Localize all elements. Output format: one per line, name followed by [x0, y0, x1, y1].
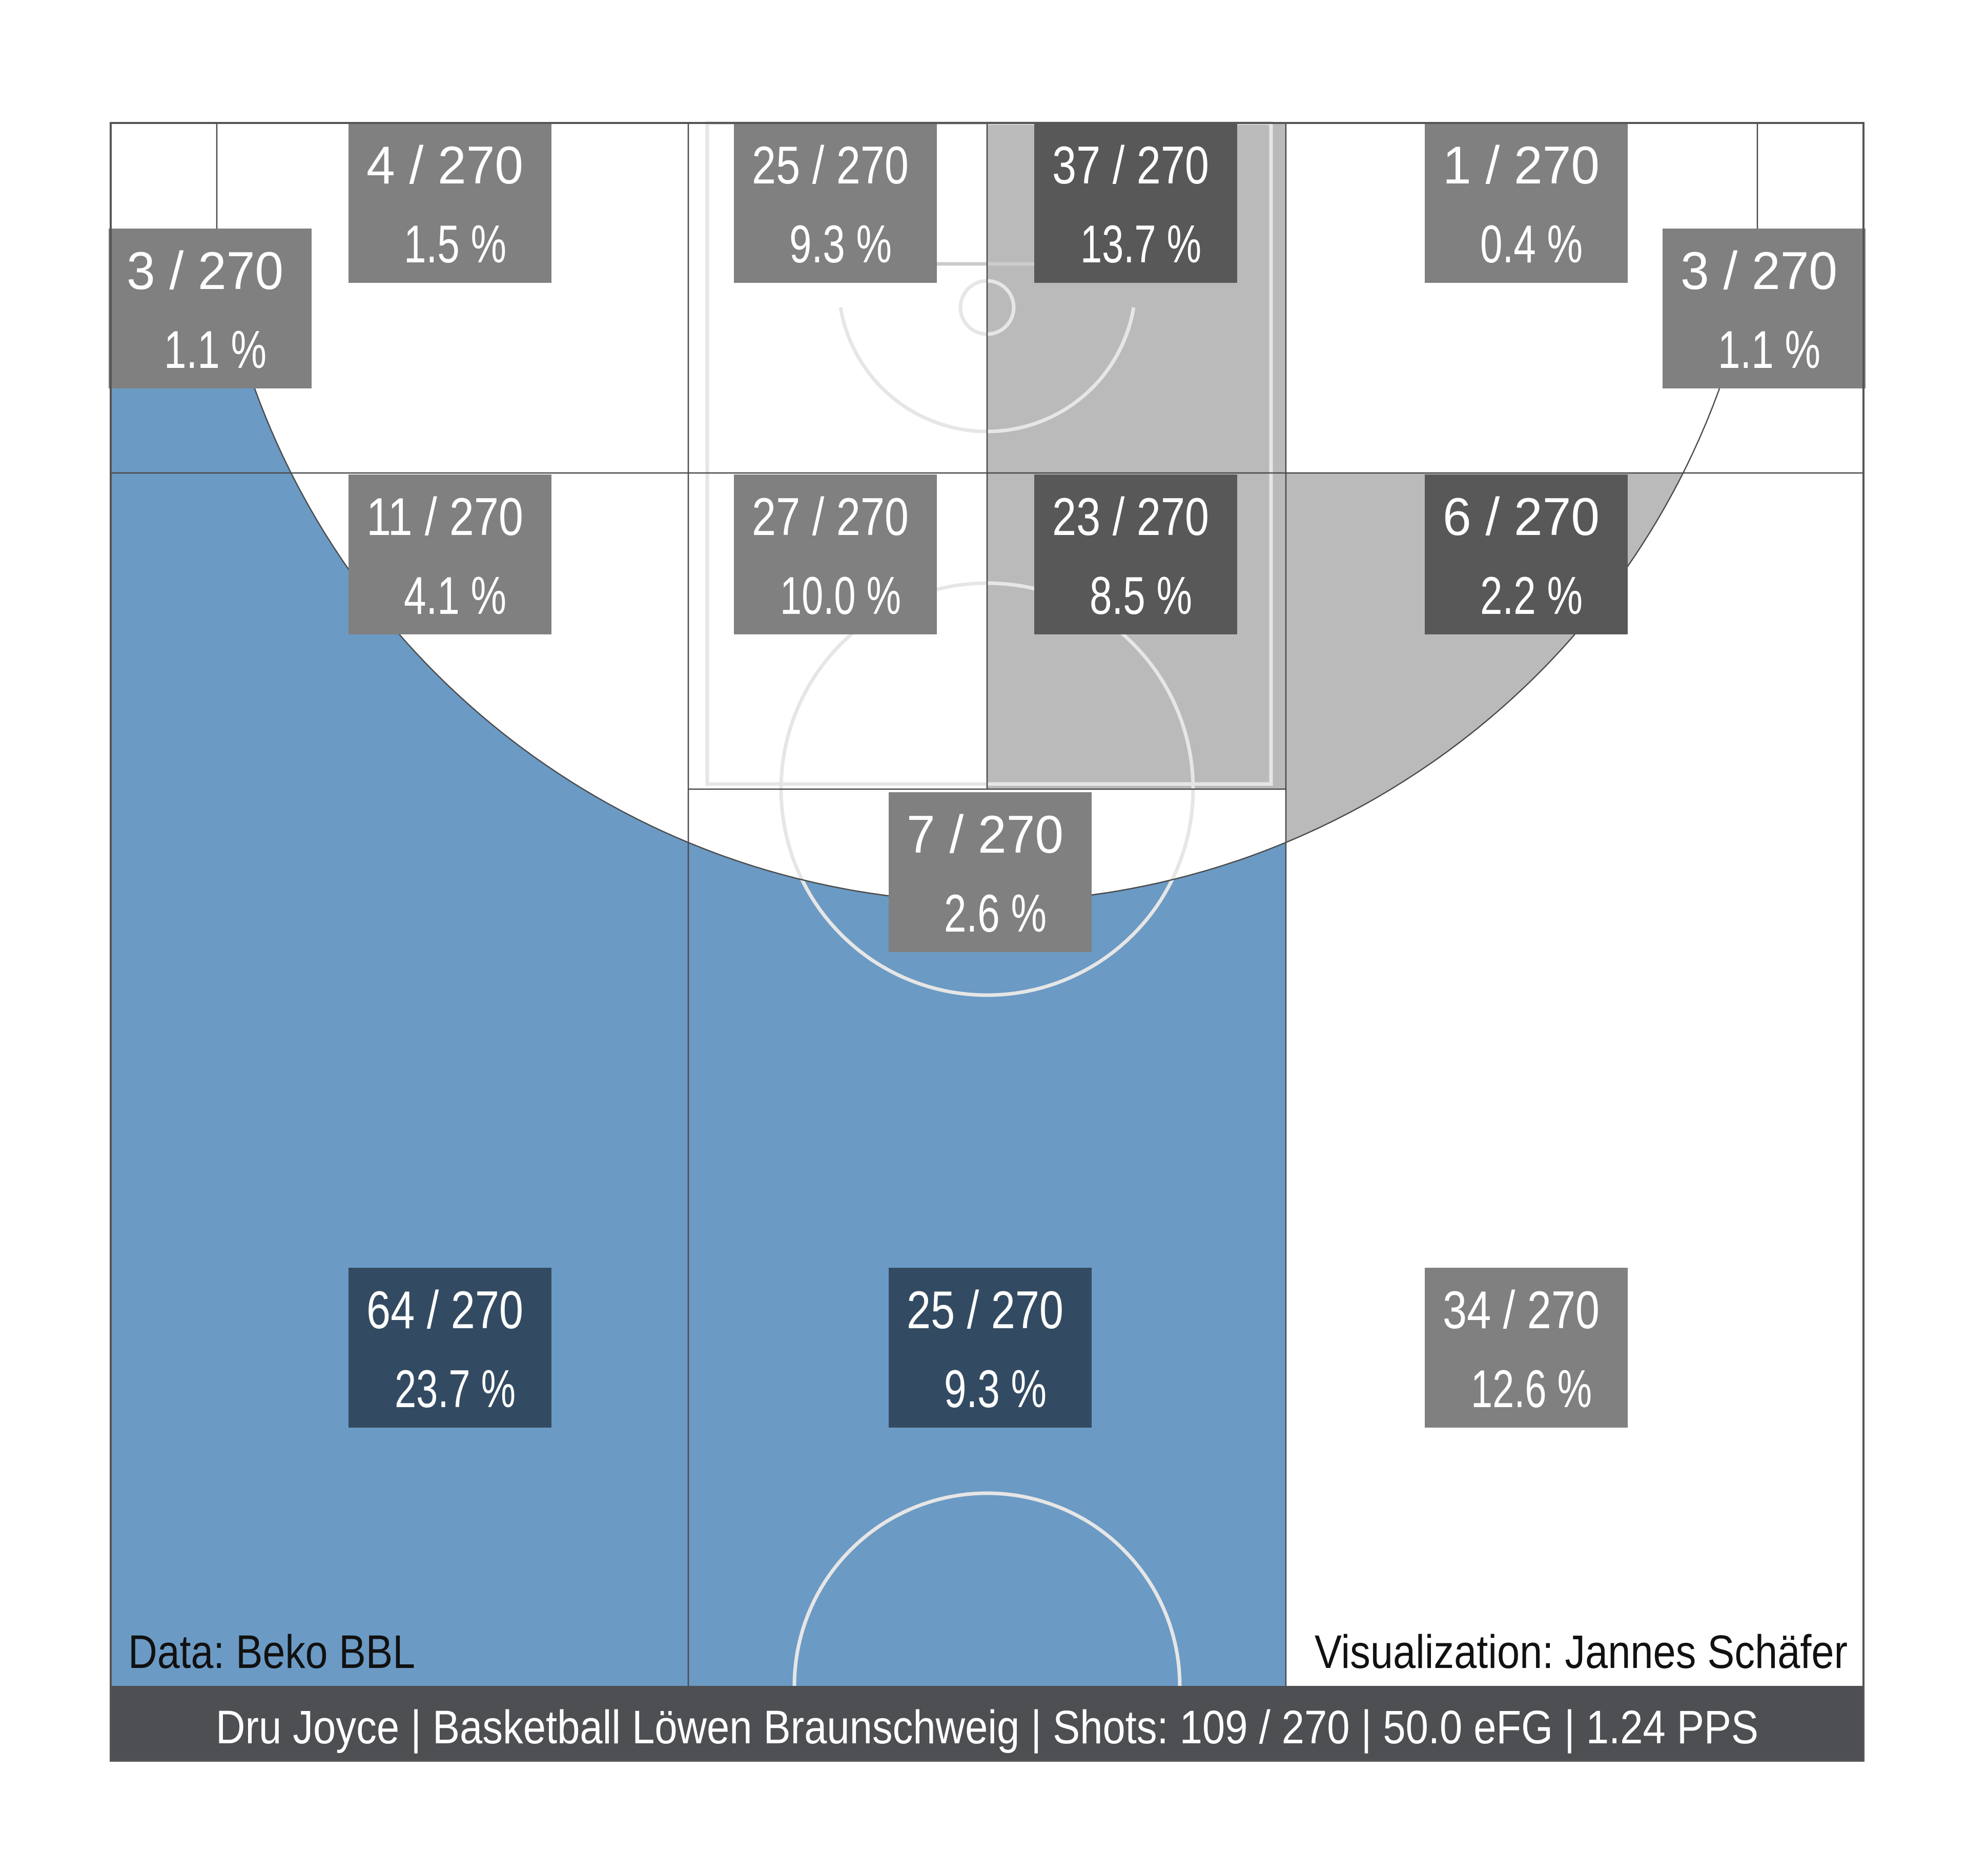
- label-box-paint-left-baseline: [734, 123, 937, 283]
- zone-left-corner-3: [111, 123, 217, 239]
- center-circle: [792, 1491, 1182, 1686]
- share-paint-right-baseline: 13.7 %: [1080, 215, 1201, 274]
- attempts-paint-left-upper: 27 / 270: [752, 487, 909, 547]
- share-paint-right-upper: 8.5 %: [1090, 566, 1192, 626]
- label-box-top-3: [889, 1268, 1092, 1428]
- label-box-paint-right-upper: [1034, 475, 1237, 634]
- label-box-right-wing-3: [1425, 1268, 1628, 1428]
- attempts-left-corner-3: 3 / 270: [127, 241, 283, 301]
- attempts-left-wing-3: 64 / 270: [366, 1281, 523, 1340]
- label-box-top-key-midrange: [889, 792, 1092, 952]
- share-left-wing-3: 23.7 %: [395, 1359, 516, 1419]
- share-paint-left-baseline: 9.3 %: [789, 215, 892, 274]
- share-right-lower-midrange: 2.2 %: [1480, 566, 1583, 626]
- label-box-paint-left-upper: [734, 475, 937, 634]
- data-credit: Data: Beko BBL: [128, 1626, 415, 1678]
- share-left-corner-3: 1.1 %: [164, 320, 267, 380]
- label-box-right-upper-midrange: [1425, 123, 1628, 283]
- zone-right-upper-midrange: [1286, 123, 1757, 473]
- share-right-upper-midrange: 0.4 %: [1480, 215, 1583, 274]
- share-top-key-midrange: 2.6 %: [944, 884, 1047, 943]
- label-box-paint-right-baseline: [1034, 123, 1237, 283]
- chart-frame: [110, 122, 1864, 1762]
- share-top-3: 9.3 %: [944, 1359, 1047, 1419]
- attempts-top-key-midrange: 7 / 270: [907, 805, 1063, 864]
- share-left-lower-midrange: 4.1 %: [404, 566, 506, 626]
- footer-bar: [111, 1686, 1863, 1761]
- attempts-right-wing-3: 34 / 270: [1443, 1281, 1600, 1340]
- attempts-paint-left-baseline: 25 / 270: [752, 136, 909, 195]
- share-right-corner-3: 1.1 %: [1718, 320, 1820, 380]
- share-paint-left-upper: 10.0 %: [780, 566, 901, 626]
- attempts-right-corner-3: 3 / 270: [1681, 241, 1837, 301]
- attempts-right-lower-midrange: 6 / 270: [1443, 487, 1600, 547]
- zone-right-corner-3: [1757, 123, 1863, 239]
- label-box-left-lower-midrange: [349, 475, 551, 634]
- label-box-left-corner-3: [109, 229, 312, 388]
- share-left-upper-midrange: 1.5 %: [404, 215, 506, 274]
- label-box-left-wing-3: [349, 1268, 551, 1428]
- attempts-right-upper-midrange: 1 / 270: [1443, 136, 1600, 195]
- player-summary: Dru Joyce | Basketball Löwen Braunschwei…: [216, 1701, 1758, 1754]
- visualization-credit: Visualization: Jannes Schäfer: [1315, 1626, 1848, 1678]
- attempts-paint-right-upper: 23 / 270: [1052, 487, 1209, 547]
- attempts-left-lower-midrange: 11 / 270: [366, 487, 523, 547]
- share-right-wing-3: 12.6 %: [1471, 1359, 1592, 1419]
- zone-left-upper-midrange: [217, 123, 688, 473]
- attempts-top-3: 25 / 270: [907, 1281, 1063, 1340]
- zone-labels: 3 / 270 1.1 % 4 / 270 1.5 % 25 / 270 9.3 % 37 …: [109, 123, 1866, 1428]
- label-box-right-corner-3: [1663, 229, 1866, 388]
- label-box-right-lower-midrange: [1425, 475, 1628, 634]
- zone-borders: [111, 123, 1863, 1761]
- attempts-left-upper-midrange: 4 / 270: [366, 136, 523, 195]
- label-box-left-upper-midrange: [349, 123, 551, 283]
- attempts-paint-right-baseline: 37 / 270: [1052, 136, 1209, 195]
